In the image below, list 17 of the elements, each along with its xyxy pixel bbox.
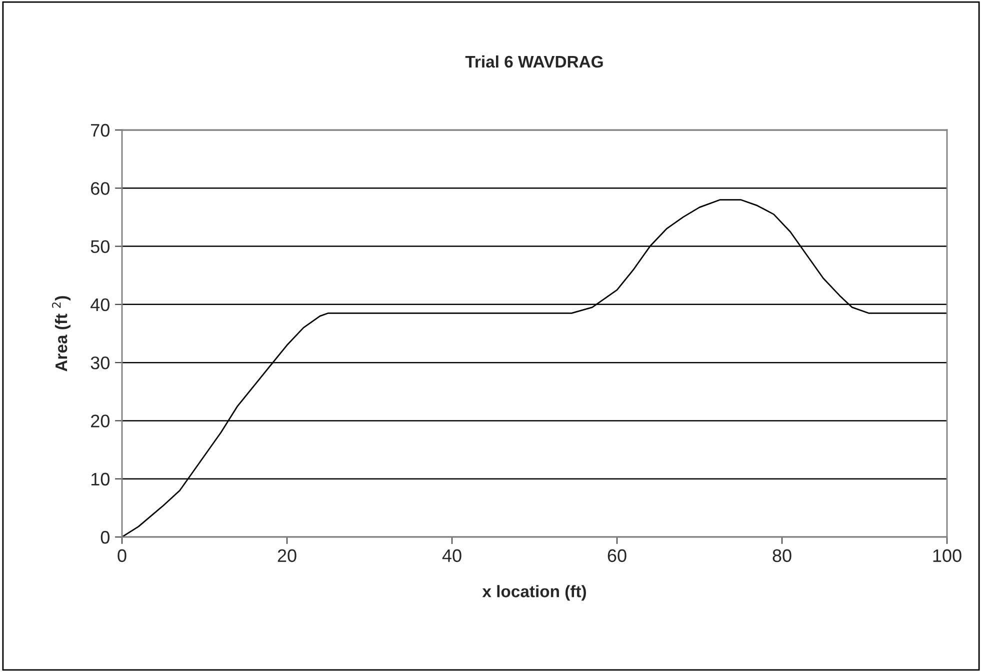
y-tick-label: 70 [91,124,110,137]
x-tick-label: 40 [442,549,462,562]
chart-title: Trial 6 WAVDRAG [465,55,603,68]
y-axis-title: Area (ft $^{2}$) [52,296,70,372]
y-tick-label: 60 [91,182,110,195]
y-tick-label: 30 [90,356,110,370]
y-tick-label: 40 [90,298,110,312]
x-tick-label: 60 [608,549,626,562]
y-tick-label: 0 [100,530,110,544]
x-axis-title: x location (ft) [482,585,586,601]
y-tick-label: 50 [90,240,110,254]
x-tick-label: 80 [772,549,792,562]
x-tick-label: 20 [278,549,296,562]
x-tick-label: 100 [933,549,962,562]
x-tick-label: 0 [118,549,126,562]
y-tick-label: 20 [91,414,110,428]
y-tick-label: 10 [91,472,110,486]
